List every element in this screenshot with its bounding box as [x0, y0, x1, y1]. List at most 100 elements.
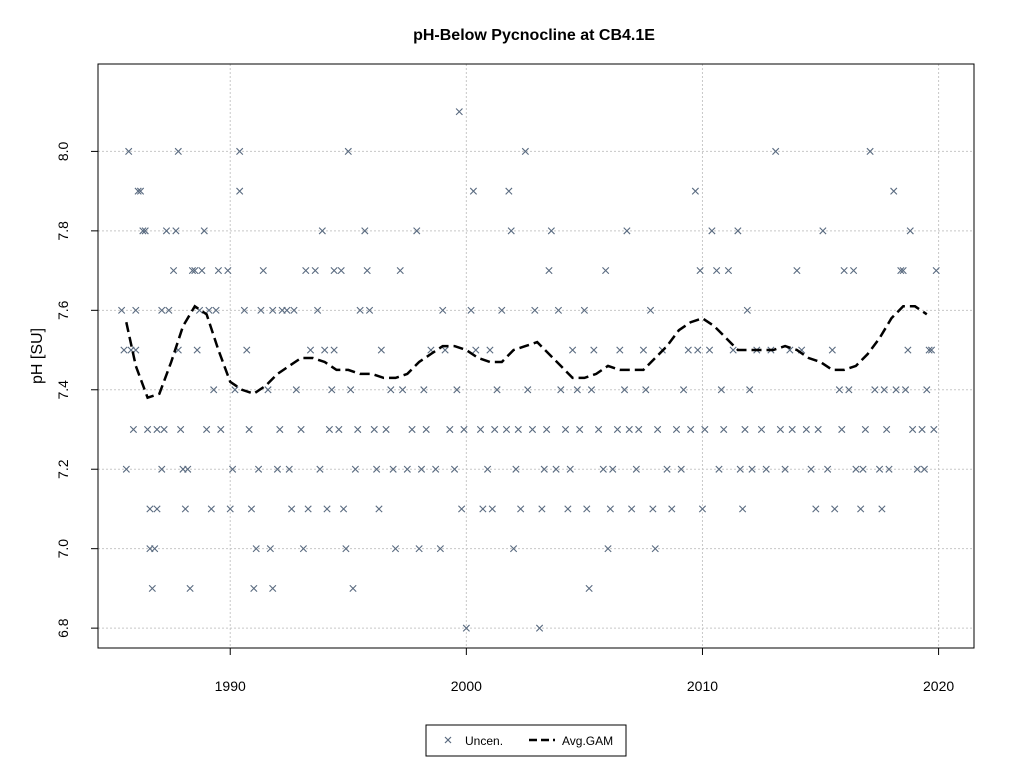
scatter-point [713, 266, 721, 275]
scatter-point [590, 346, 598, 354]
scatter-point [375, 505, 383, 513]
scatter-point [304, 505, 312, 513]
scatter-point [694, 346, 702, 354]
scatter-point [432, 465, 440, 473]
scatter-point [276, 425, 284, 434]
scatter-point [321, 346, 329, 354]
scatter-point [840, 266, 848, 275]
scatter-point [349, 584, 357, 592]
scatter-point [505, 187, 513, 195]
scatter-point [566, 465, 574, 473]
scatter-point [717, 386, 725, 394]
scatter-point [746, 386, 754, 394]
scatter-point [557, 386, 565, 394]
scatter-point [250, 584, 258, 592]
scatter-point [337, 266, 345, 275]
scatter-point [146, 505, 154, 513]
scatter-point [845, 386, 853, 394]
scatter-point [160, 425, 168, 434]
legend-box [425, 724, 627, 757]
scatter-point [335, 425, 343, 434]
scatter-point [824, 465, 832, 473]
chart-title: pH-Below Pycnocline at CB4.1E [413, 27, 655, 44]
scatter-point [772, 147, 780, 155]
scatter-point [259, 266, 267, 275]
scatter-point [552, 465, 560, 473]
y-tick-label: 7.4 [55, 380, 71, 400]
scatter-point [547, 227, 555, 235]
scatter-point [174, 147, 182, 155]
scatter-point [132, 306, 140, 314]
scatter-point [285, 465, 293, 473]
scatter-point [502, 425, 511, 434]
scatter-point [701, 425, 709, 434]
scatter-point [479, 505, 487, 513]
scatter-point [292, 386, 300, 394]
scatter-point [318, 227, 326, 235]
scatter-point [422, 425, 430, 434]
scatter-point [387, 386, 395, 394]
scatter-point [677, 465, 685, 473]
scatter-point [472, 346, 480, 354]
scatter-point [625, 425, 633, 434]
scatter-point [871, 386, 879, 394]
scatter-point [210, 386, 218, 394]
scatter-point [162, 227, 171, 235]
scatter-point [467, 306, 475, 314]
scatter-point [831, 505, 839, 513]
scatter-point [373, 465, 381, 473]
scatter-point [654, 425, 662, 434]
scatter-point [715, 465, 723, 473]
scatter-point [741, 425, 749, 434]
scatter-point [554, 306, 563, 314]
scatter-point [328, 386, 336, 394]
scatter-point [311, 266, 319, 275]
scatter-point [609, 465, 617, 473]
scatter-point [403, 465, 411, 473]
scatter-point [613, 425, 622, 434]
scatter-point [573, 386, 581, 394]
scatter-point [139, 227, 147, 235]
scatter-point [347, 386, 355, 394]
scatter-point [184, 465, 192, 473]
scatter-point [649, 505, 657, 513]
scatter-point [488, 505, 496, 513]
scatter-point [901, 386, 910, 394]
scatter-point [875, 465, 884, 473]
scatter-point [696, 266, 704, 275]
scatter-point [651, 545, 659, 553]
scatter-point [236, 147, 244, 155]
scatter-point [134, 187, 142, 195]
scatter-point [344, 147, 352, 155]
scatter-point [217, 425, 225, 434]
scatter-point [415, 545, 423, 553]
grid-lines [98, 64, 974, 648]
scatter-point [583, 505, 591, 513]
scatter-point [462, 624, 470, 632]
scatter-point [814, 425, 822, 434]
scatter-point [580, 306, 588, 314]
scatter-point [807, 465, 815, 473]
x-tick-label: 2000 [451, 678, 482, 694]
scatter-point [528, 425, 537, 434]
scatter-point [118, 306, 126, 314]
scatter-point [802, 425, 810, 434]
scatter-point [290, 306, 298, 314]
scatter-point [361, 227, 369, 235]
scatter-point [169, 266, 178, 275]
scatter-point [642, 386, 650, 394]
scatter-point [646, 306, 655, 314]
scatter-point [420, 386, 428, 394]
scatter-point [269, 584, 277, 592]
scatter-point [616, 346, 624, 354]
scatter-point [141, 227, 149, 235]
scatter-point [672, 425, 681, 434]
scatter-point [776, 425, 784, 434]
scatter-point [363, 266, 371, 275]
scatter-point [599, 465, 607, 473]
scatter-point [594, 425, 603, 434]
scatter-point [918, 425, 926, 434]
scatter-point [885, 465, 893, 473]
scatter-point [857, 505, 865, 513]
scatter-point [273, 465, 282, 473]
